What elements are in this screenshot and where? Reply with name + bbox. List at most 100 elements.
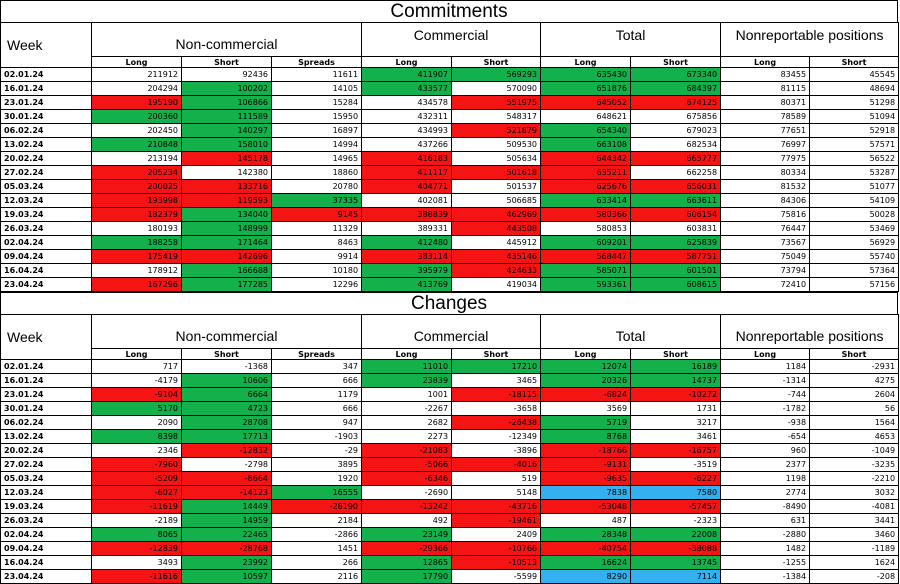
value-cell: 1179 — [270, 387, 363, 402]
value-cell: 50028 — [809, 207, 900, 222]
value-cell: 505634 — [451, 151, 542, 166]
value-cell: -4081 — [809, 499, 900, 514]
week-cell: 16.01.24 — [0, 373, 92, 388]
value-cell: 587751 — [630, 249, 722, 264]
value-cell: 501618 — [451, 165, 542, 180]
table-row: 02.04.24 188258 171464 8463 412480 445912 6092… — [0, 235, 900, 250]
value-cell: 106866 — [181, 95, 272, 110]
value-cell: 142380 — [181, 165, 272, 180]
value-cell: 717 — [91, 359, 182, 374]
value-cell: 3460 — [809, 527, 900, 542]
value-cell: 682534 — [630, 137, 722, 152]
value-cell: -16757 — [630, 443, 722, 458]
value-cell: -11616 — [91, 569, 182, 584]
value-cell: 37335 — [270, 193, 363, 208]
value-cell: 435146 — [451, 249, 542, 264]
table-row: 26.03.24 180193 148999 11329 389331 443508 580… — [0, 221, 900, 236]
value-cell: 3895 — [270, 457, 363, 472]
value-cell: -12832 — [181, 443, 272, 458]
value-cell: 434993 — [361, 123, 453, 138]
value-cell: -29 — [270, 443, 363, 458]
changes-group-header: Week Non-commercial Commercial Total Non… — [0, 314, 900, 360]
table-row: 26.03.24 -2189 14959 2184 492 -19461 487 -2323 6… — [0, 513, 900, 528]
value-cell: 5719 — [540, 415, 632, 430]
value-cell: 16189 — [630, 359, 722, 374]
week-cell: 13.02.24 — [0, 429, 92, 444]
value-cell: 72410 — [720, 277, 811, 292]
value-cell: 487 — [540, 513, 632, 528]
value-cell: 171464 — [181, 235, 272, 250]
week-cell: 02.01.24 — [0, 359, 92, 374]
value-cell: 211912 — [91, 67, 182, 82]
sub-header-cell: Short — [630, 348, 722, 360]
value-cell: -18766 — [540, 443, 632, 458]
week-cell: 16.01.24 — [0, 81, 92, 96]
week-cell: 20.02.24 — [0, 151, 92, 166]
value-cell: 175419 — [91, 249, 182, 264]
value-cell: 580366 — [540, 207, 632, 222]
value-cell: 2273 — [361, 429, 453, 444]
value-cell: 16624 — [540, 555, 632, 570]
sub-header-cell: Long — [720, 56, 811, 68]
value-cell: -2690 — [361, 485, 453, 500]
value-cell: -3658 — [451, 401, 542, 416]
value-cell: 580853 — [540, 221, 632, 236]
value-cell: 10180 — [270, 263, 363, 278]
value-cell: 22008 — [630, 527, 722, 542]
value-cell: -6227 — [630, 471, 722, 486]
value-cell: 585071 — [540, 263, 632, 278]
value-cell: -1903 — [270, 429, 363, 444]
value-cell: 3569 — [540, 401, 632, 416]
value-cell: 8065 — [91, 527, 182, 542]
value-cell: -28768 — [181, 541, 272, 556]
value-cell: 663611 — [630, 193, 722, 208]
value-cell: 12296 — [270, 277, 363, 292]
value-cell: 213194 — [91, 151, 182, 166]
week-cell: 02.04.24 — [0, 235, 92, 250]
value-cell: -38088 — [630, 541, 722, 556]
value-cell: 437266 — [361, 137, 453, 152]
value-cell: 1198 — [720, 471, 811, 486]
table-row: 02.04.24 8065 22465 -2866 23149 2409 28348 2200… — [0, 527, 900, 542]
value-cell: 654340 — [540, 123, 632, 138]
value-cell: 383114 — [361, 249, 453, 264]
total-header: Total — [540, 22, 722, 57]
value-cell: 193998 — [91, 193, 182, 208]
value-cell: 13745 — [630, 555, 722, 570]
value-cell: 28708 — [181, 415, 272, 430]
value-cell: 506685 — [451, 193, 542, 208]
value-cell: 178912 — [91, 263, 182, 278]
value-cell: -9635 — [540, 471, 632, 486]
value-cell: 2377 — [720, 457, 811, 472]
value-cell: -12839 — [91, 541, 182, 556]
table-row: 06.02.24 202450 140297 16897 434993 521879 654… — [0, 123, 900, 138]
value-cell: 17713 — [181, 429, 272, 444]
value-cell: 14994 — [270, 137, 363, 152]
value-cell: 2116 — [270, 569, 363, 584]
value-cell: -2267 — [361, 401, 453, 416]
table-row: 19.03.24 182379 134040 9145 388839 462969 5803… — [0, 207, 900, 222]
week-cell: 23.04.24 — [0, 569, 92, 584]
nonreportable-header: Nonreportable positions — [720, 314, 900, 349]
value-cell: 180193 — [91, 221, 182, 236]
value-cell: -1782 — [720, 401, 811, 416]
value-cell: 75816 — [720, 207, 811, 222]
value-cell: 100202 — [181, 81, 272, 96]
value-cell: 11329 — [270, 221, 363, 236]
value-cell: 5148 — [451, 485, 542, 500]
value-cell: -9104 — [91, 387, 182, 402]
value-cell: 4723 — [181, 401, 272, 416]
value-cell: 188258 — [91, 235, 182, 250]
value-cell: -6346 — [361, 471, 453, 486]
non-commercial-header: Non-commercial — [90, 22, 363, 57]
total-header: Total — [540, 314, 722, 349]
value-cell: 10606 — [181, 373, 272, 388]
table-row: 16.01.24 204294 100202 14105 433577 570090 651… — [0, 81, 900, 96]
value-cell: 53469 — [809, 221, 900, 236]
value-cell: -2880 — [720, 527, 811, 542]
value-cell: -654 — [720, 429, 811, 444]
value-cell: 411907 — [361, 67, 453, 82]
value-cell: 7114 — [630, 569, 722, 584]
value-cell: 625676 — [540, 179, 632, 194]
value-cell: 6664 — [181, 387, 272, 402]
